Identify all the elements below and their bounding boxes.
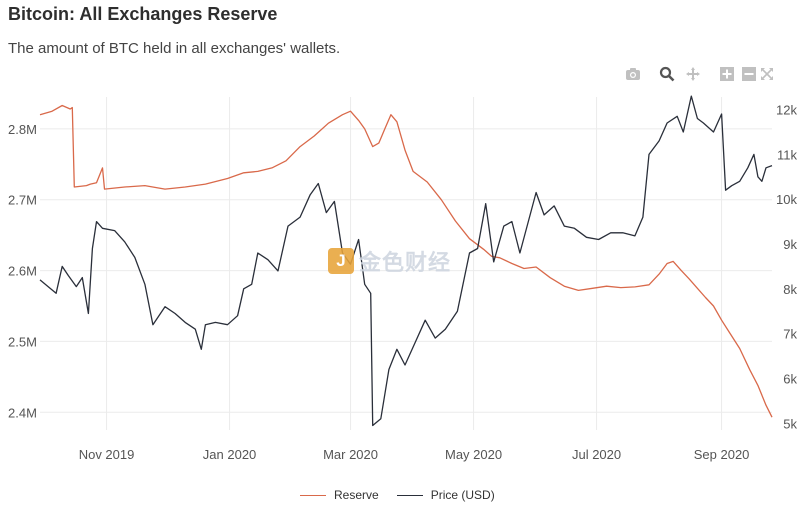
legend-label-reserve: Reserve bbox=[334, 488, 379, 502]
chart-legend: Reserve Price (USD) bbox=[300, 487, 513, 503]
y-left-tick-label: 2.6M bbox=[8, 264, 37, 279]
y-right-tick-label: 5k bbox=[783, 416, 797, 431]
zoom-out-icon[interactable] bbox=[738, 63, 760, 85]
watermark-logo: J bbox=[328, 248, 354, 274]
legend-swatch-price bbox=[396, 494, 423, 496]
autoscale-icon[interactable] bbox=[760, 63, 774, 85]
y-right-tick-label: 8k bbox=[783, 282, 797, 297]
x-tick-label: Nov 2019 bbox=[79, 447, 135, 462]
x-tick-label: Jul 2020 bbox=[572, 447, 621, 462]
legend-label-price: Price (USD) bbox=[430, 488, 495, 502]
zoom-icon[interactable] bbox=[656, 63, 678, 85]
y-left-tick-label: 2.4M bbox=[8, 405, 37, 420]
y-right-tick-label: 11k bbox=[777, 147, 797, 162]
y-right-tick-label: 6k bbox=[783, 371, 797, 386]
x-tick-label: May 2020 bbox=[445, 447, 502, 462]
y-left-tick-label: 2.8M bbox=[8, 122, 37, 137]
pan-icon[interactable] bbox=[682, 63, 704, 85]
x-tick-label: Sep 2020 bbox=[694, 447, 750, 462]
series-line-reserve bbox=[39, 104, 773, 418]
watermark: J 金色财经 bbox=[328, 244, 451, 278]
camera-icon[interactable] bbox=[622, 63, 644, 85]
x-tick-label: Jan 2020 bbox=[203, 447, 257, 462]
chart-subtitle: The amount of BTC held in all exchanges'… bbox=[8, 40, 341, 57]
y-right-tick-label: 12k bbox=[776, 103, 797, 118]
chart-toolbar bbox=[618, 63, 773, 87]
y-right-tick-label: 7k bbox=[783, 327, 797, 342]
legend-item-price[interactable]: Price (USD) bbox=[396, 488, 495, 502]
legend-swatch-reserve bbox=[300, 494, 326, 496]
legend-item-reserve[interactable]: Reserve bbox=[300, 488, 379, 502]
zoom-in-icon[interactable] bbox=[716, 63, 738, 85]
y-right-tick-label: 9k bbox=[783, 237, 797, 252]
watermark-text: 金色财经 bbox=[359, 250, 452, 275]
series-line-price bbox=[39, 95, 773, 427]
x-tick-label: Mar 2020 bbox=[323, 447, 378, 462]
chart-title: Bitcoin: All Exchanges Reserve bbox=[8, 4, 278, 24]
y-right-tick-label: 10k bbox=[776, 192, 797, 207]
y-left-tick-label: 2.5M bbox=[8, 334, 37, 349]
y-left-tick-label: 2.7M bbox=[8, 193, 37, 208]
